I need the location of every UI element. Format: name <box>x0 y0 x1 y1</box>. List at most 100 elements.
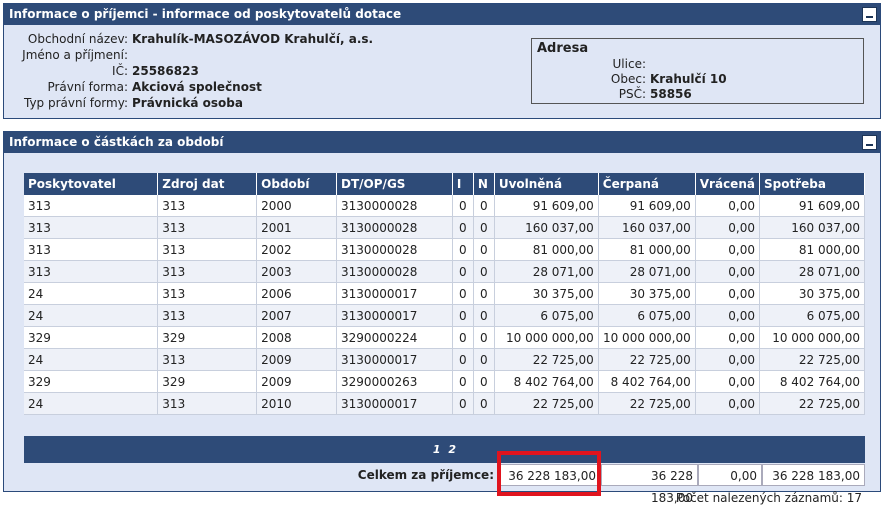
column-header-i[interactable]: I <box>452 173 474 195</box>
cell-i: 0 <box>452 260 474 283</box>
cell-spotreba: 91 609,00 <box>759 195 866 217</box>
field-trade-name: Obchodní název: Krahulík-MASOZÁVOD Krahul… <box>27 32 374 46</box>
column-header-cerpana[interactable]: Čerpaná <box>598 173 696 195</box>
address-city: Obec: Krahulčí 10 <box>610 72 727 86</box>
cell-n: 0 <box>473 282 495 305</box>
cell-source: 313 <box>157 392 258 415</box>
cell-period: 2010 <box>256 392 338 415</box>
collapse-icon[interactable] <box>862 135 877 150</box>
cell-n: 0 <box>473 392 495 415</box>
cell-uvolnena: 22 725,00 <box>494 392 599 415</box>
cell-n: 0 <box>473 260 495 283</box>
cell-i: 0 <box>452 304 474 327</box>
cell-cerpana: 8 402 764,00 <box>598 370 696 393</box>
table-row: 313 313 2002 3130000028 0 0 81 000,00 81 000,00… <box>24 238 866 261</box>
amounts-panel: Informace o částkách za období Poskytova… <box>3 131 881 505</box>
cell-uvolnena: 91 609,00 <box>494 195 599 217</box>
recipient-panel-body: Obchodní název: Krahulík-MASOZÁVOD Krahul… <box>4 25 880 118</box>
cell-vracena: 0,00 <box>695 195 760 217</box>
cell-cerpana: 91 609,00 <box>598 195 696 217</box>
cell-uvolnena: 81 000,00 <box>494 238 599 261</box>
cell-vracena: 0,00 <box>695 282 760 305</box>
cell-vracena: 0,00 <box>695 304 760 327</box>
cell-cerpana: 81 000,00 <box>598 238 696 261</box>
table-row: 313 313 2000 3130000028 0 0 91 609,00 91 609,00… <box>24 195 866 217</box>
column-header-uvolnena[interactable]: Uvolněná <box>494 173 599 195</box>
cell-source: 329 <box>157 326 258 349</box>
cell-provider: 24 <box>24 304 159 327</box>
table-row: 329 329 2008 3290000224 0 0 10 000 000,00 10 00… <box>24 326 866 349</box>
cell-uvolnena: 28 071,00 <box>494 260 599 283</box>
cell-cerpana: 10 000 000,00 <box>598 326 696 349</box>
highlight-box <box>497 451 601 496</box>
page-link-1[interactable]: 1 <box>432 443 441 456</box>
totals-label: Celkem za příjemce: <box>357 468 494 482</box>
page-link-2[interactable]: 2 <box>448 443 457 456</box>
cell-source: 313 <box>157 348 258 371</box>
cell-provider: 313 <box>24 216 159 239</box>
cell-uvolnena: 22 725,00 <box>494 348 599 371</box>
cell-cerpana: 28 071,00 <box>598 260 696 283</box>
cell-spotreba: 6 075,00 <box>759 304 866 327</box>
column-header-provider[interactable]: Poskytovatel <box>24 173 159 195</box>
field-legal-form-type: Typ právní formy: Právnická osoba <box>23 96 243 110</box>
column-header-period[interactable]: Období <box>256 173 338 195</box>
cell-dt-op-gs: 3290000224 <box>336 326 453 349</box>
cell-dt-op-gs: 3130000017 <box>336 348 453 371</box>
cell-dt-op-gs: 3130000028 <box>336 195 453 217</box>
column-header-vracena[interactable]: Vrácená <box>695 173 760 195</box>
address-zip: PSČ: 58856 <box>618 87 692 101</box>
cell-spotreba: 22 725,00 <box>759 392 866 415</box>
cell-n: 0 <box>473 216 495 239</box>
cell-n: 0 <box>473 304 495 327</box>
cell-vracena: 0,00 <box>695 216 760 239</box>
amounts-panel-body: Poskytovatel Zdroj dat Období DT/OP/GS I N Uvo… <box>4 153 880 505</box>
cell-provider: 313 <box>24 195 159 217</box>
cell-n: 0 <box>473 326 495 349</box>
amounts-table: Poskytovatel Zdroj dat Období DT/OP/GS I N Uvo… <box>24 173 866 415</box>
cell-source: 313 <box>157 238 258 261</box>
cell-cerpana: 6 075,00 <box>598 304 696 327</box>
cell-uvolnena: 6 075,00 <box>494 304 599 327</box>
cell-vracena: 0,00 <box>695 392 760 415</box>
cell-i: 0 <box>452 195 474 217</box>
cell-source: 313 <box>157 282 258 305</box>
cell-provider: 24 <box>24 348 159 371</box>
cell-dt-op-gs: 3130000028 <box>336 260 453 283</box>
cell-n: 0 <box>473 348 495 371</box>
cell-i: 0 <box>452 370 474 393</box>
cell-source: 313 <box>157 260 258 283</box>
cell-period: 2009 <box>256 370 338 393</box>
address-box: Adresa Ulice: Obec: Krahulčí 10 PSČ: 58856 <box>531 38 864 104</box>
cell-uvolnena: 10 000 000,00 <box>494 326 599 349</box>
cell-i: 0 <box>452 392 474 415</box>
cell-vracena: 0,00 <box>695 348 760 371</box>
cell-uvolnena: 8 402 764,00 <box>494 370 599 393</box>
cell-period: 2003 <box>256 260 338 283</box>
cell-provider: 329 <box>24 370 159 393</box>
field-legal-form: Právní forma: Akciová společnost <box>47 80 262 94</box>
column-header-dt-op-gs[interactable]: DT/OP/GS <box>336 173 453 195</box>
cell-dt-op-gs: 3130000028 <box>336 238 453 261</box>
collapse-icon[interactable] <box>862 7 877 22</box>
field-ico: IČ: 25586823 <box>112 64 199 78</box>
address-street: Ulice: <box>612 57 646 71</box>
column-header-source[interactable]: Zdroj dat <box>157 173 258 195</box>
pager: 1 2 <box>24 436 865 463</box>
cell-provider: 24 <box>24 282 159 305</box>
total-spotreba: 36 228 183,00 <box>762 464 865 486</box>
cell-n: 0 <box>473 370 495 393</box>
cell-spotreba: 160 037,00 <box>759 216 866 239</box>
cell-period: 2002 <box>256 238 338 261</box>
column-header-spotreba[interactable]: Spotřeba <box>759 173 866 195</box>
cell-n: 0 <box>473 195 495 217</box>
cell-cerpana: 22 725,00 <box>598 348 696 371</box>
cell-source: 313 <box>157 216 258 239</box>
cell-period: 2007 <box>256 304 338 327</box>
record-count: Počet nalezených záznamů: 17 <box>675 491 862 505</box>
cell-dt-op-gs: 3290000263 <box>336 370 453 393</box>
cell-uvolnena: 160 037,00 <box>494 216 599 239</box>
table-header-row: Poskytovatel Zdroj dat Období DT/OP/GS I N Uvo… <box>24 173 866 195</box>
column-header-n[interactable]: N <box>473 173 495 195</box>
cell-spotreba: 8 402 764,00 <box>759 370 866 393</box>
